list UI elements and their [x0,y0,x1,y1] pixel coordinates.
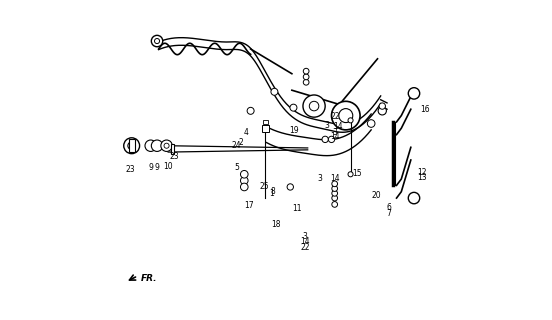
Circle shape [332,190,337,196]
Circle shape [339,108,353,123]
Circle shape [408,88,420,99]
Bar [263,120,268,124]
Text: 6: 6 [386,203,391,212]
Circle shape [287,184,294,190]
Text: 10: 10 [163,163,173,172]
Circle shape [151,140,163,151]
Circle shape [348,172,353,177]
Circle shape [303,68,309,74]
Circle shape [164,143,169,148]
Circle shape [303,95,325,117]
Text: 11: 11 [292,204,301,213]
Text: 3: 3 [317,173,322,183]
Circle shape [332,181,337,187]
Text: 17: 17 [245,201,254,210]
Text: 19: 19 [290,126,299,135]
Text: 25: 25 [260,182,269,191]
Circle shape [290,104,297,111]
Circle shape [271,88,278,95]
Circle shape [241,171,248,178]
Text: 24: 24 [232,140,241,149]
Text: 20: 20 [371,191,381,200]
Text: 3: 3 [325,121,329,130]
Text: 3: 3 [302,232,307,241]
Text: 16: 16 [420,105,430,114]
Circle shape [408,192,420,204]
Text: 18: 18 [271,220,281,229]
Circle shape [309,101,319,111]
Bar [171,144,174,154]
Circle shape [145,140,156,151]
Text: 22: 22 [331,112,341,121]
Text: 1: 1 [269,189,274,198]
Circle shape [322,136,328,142]
Text: 15: 15 [352,169,362,178]
Text: 22: 22 [300,243,310,252]
Circle shape [128,142,135,149]
Circle shape [332,101,360,130]
Text: 8: 8 [270,187,275,196]
Text: 14: 14 [333,122,343,131]
Circle shape [161,140,172,151]
Circle shape [348,118,353,123]
Circle shape [332,186,337,191]
Circle shape [368,120,375,127]
Text: 7: 7 [386,209,391,218]
Circle shape [124,138,140,154]
Text: 9: 9 [155,163,160,172]
Circle shape [379,103,385,109]
Text: 23: 23 [126,165,136,174]
Circle shape [247,107,254,114]
Bar [262,125,269,132]
Text: FR.: FR. [141,275,158,284]
Circle shape [303,79,309,85]
Text: 9: 9 [148,163,153,172]
Text: 14: 14 [330,132,340,141]
Circle shape [332,202,337,207]
Text: 14: 14 [330,173,339,183]
Circle shape [332,195,337,201]
Circle shape [241,177,248,184]
Text: 23: 23 [169,152,179,161]
Circle shape [155,38,160,44]
Text: 12: 12 [417,168,427,177]
Text: 14: 14 [300,237,310,246]
Text: 4: 4 [243,128,248,137]
Circle shape [303,74,309,80]
Text: 5: 5 [234,163,239,172]
Circle shape [328,136,335,142]
Circle shape [241,183,248,191]
Circle shape [151,35,163,47]
Text: 3: 3 [332,128,337,137]
Text: 2: 2 [238,138,243,147]
Text: 13: 13 [417,173,427,182]
Circle shape [378,107,386,115]
Bar [129,140,135,152]
